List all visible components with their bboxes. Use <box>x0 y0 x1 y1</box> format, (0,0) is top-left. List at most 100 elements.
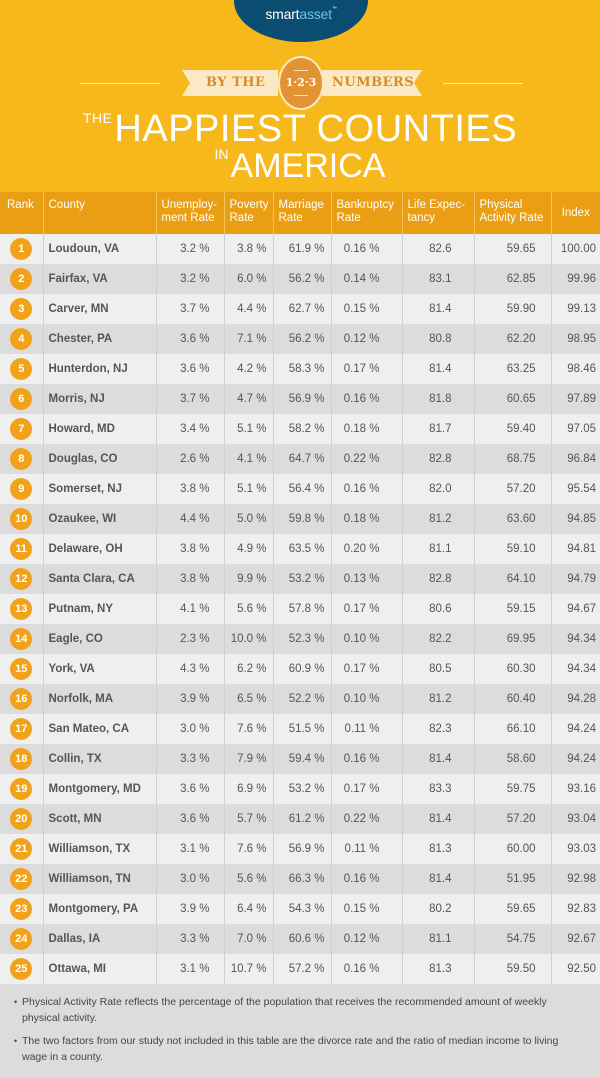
physical-activity-cell: 68.75 <box>473 444 551 474</box>
rank-badge: 25 <box>10 958 33 980</box>
rank-cell: 20 <box>0 804 43 834</box>
rank-cell: 7 <box>0 414 43 444</box>
bankruptcy-cell: 0.16 % <box>330 234 402 264</box>
physical-activity-cell: 69.95 <box>473 624 551 654</box>
poverty-cell: 7.1 % <box>223 324 273 354</box>
rank-badge: 2 <box>10 268 33 290</box>
rank-badge: 15 <box>10 658 33 680</box>
logo-asset: asset <box>299 6 332 22</box>
poverty-cell: 10.0 % <box>223 624 273 654</box>
unemployment-cell: 3.6 % <box>155 354 224 384</box>
poverty-cell: 6.0 % <box>223 264 273 294</box>
physical-activity-cell: 63.60 <box>473 504 551 534</box>
county-cell: Delaware, OH <box>42 534 156 564</box>
table-row: 21 Williamson, TX 3.1 % 7.6 % 56.9 % 0.11 % 81… <box>0 834 600 864</box>
marriage-cell: 63.5 % <box>272 534 331 564</box>
physical-activity-cell: 60.30 <box>473 654 551 684</box>
county-cell: Loudoun, VA <box>42 234 156 264</box>
bankruptcy-cell: 0.12 % <box>330 924 402 954</box>
life-expectancy-cell: 80.6 <box>401 594 474 624</box>
table-row: 9 Somerset, NJ 3.8 % 5.1 % 56.4 % 0.16 % 82.0 5… <box>0 474 600 504</box>
life-expectancy-cell: 80.8 <box>401 324 474 354</box>
poverty-cell: 5.0 % <box>223 504 273 534</box>
physical-activity-cell: 59.65 <box>473 234 551 264</box>
poverty-cell: 4.2 % <box>223 354 273 384</box>
poverty-cell: 7.6 % <box>223 834 273 864</box>
index-cell: 94.34 <box>550 654 600 684</box>
marriage-cell: 60.6 % <box>272 924 331 954</box>
life-expectancy-cell: 82.6 <box>401 234 474 264</box>
rank-cell: 12 <box>0 564 43 594</box>
page-title-line-1: THEHAPPIEST COUNTIES <box>0 108 600 151</box>
ribbon-left: BY THE <box>182 70 278 96</box>
poverty-cell: 4.9 % <box>223 534 273 564</box>
marriage-cell: 56.9 % <box>272 384 331 414</box>
rank-badge: 12 <box>10 568 33 590</box>
table-row: 2 Fairfax, VA 3.2 % 6.0 % 56.2 % 0.14 % 83.1 62… <box>0 264 600 294</box>
life-expectancy-cell: 83.3 <box>401 774 474 804</box>
rank-badge: 18 <box>10 748 33 770</box>
medal-icon: 1·2·3 <box>278 56 324 110</box>
life-expectancy-cell: 82.0 <box>401 474 474 504</box>
unemployment-cell: 3.6 % <box>155 324 224 354</box>
bankruptcy-cell: 0.18 % <box>330 414 402 444</box>
poverty-cell: 4.1 % <box>223 444 273 474</box>
unemployment-cell: 4.3 % <box>155 654 224 684</box>
physical-activity-cell: 60.00 <box>473 834 551 864</box>
table-row: 19 Montgomery, MD 3.6 % 6.9 % 53.2 % 0.17 % 83… <box>0 774 600 804</box>
unemployment-cell: 3.4 % <box>155 414 224 444</box>
poverty-cell: 5.7 % <box>223 804 273 834</box>
rank-badge: 20 <box>10 808 33 830</box>
rank-badge: 6 <box>10 388 33 410</box>
footnotes: Physical Activity Rate reflects the perc… <box>0 984 600 1077</box>
marriage-cell: 60.9 % <box>272 654 331 684</box>
table-row: 20 Scott, MN 3.6 % 5.7 % 61.2 % 0.22 % 81.4 57.… <box>0 804 600 834</box>
physical-activity-cell: 59.50 <box>473 954 551 984</box>
rank-cell: 4 <box>0 324 43 354</box>
poverty-cell: 10.7 % <box>223 954 273 984</box>
table-row: 6 Morris, NJ 3.7 % 4.7 % 56.9 % 0.16 % 81.8 60.… <box>0 384 600 414</box>
unemployment-cell: 2.6 % <box>155 444 224 474</box>
life-expectancy-cell: 81.3 <box>401 954 474 984</box>
bankruptcy-cell: 0.15 % <box>330 294 402 324</box>
rank-badge: 11 <box>10 538 33 560</box>
life-expectancy-cell: 81.4 <box>401 804 474 834</box>
county-cell: Montgomery, MD <box>42 774 156 804</box>
bankruptcy-cell: 0.12 % <box>330 324 402 354</box>
unemployment-cell: 3.8 % <box>155 474 224 504</box>
bankruptcy-cell: 0.22 % <box>330 804 402 834</box>
unemployment-cell: 3.1 % <box>155 834 224 864</box>
life-expectancy-cell: 82.2 <box>401 624 474 654</box>
marriage-cell: 62.7 % <box>272 294 331 324</box>
county-cell: Dallas, IA <box>42 924 156 954</box>
unemployment-cell: 3.2 % <box>155 234 224 264</box>
table-row: 25 Ottawa, MI 3.1 % 10.7 % 57.2 % 0.16 % 81.3 5… <box>0 954 600 984</box>
county-cell: Eagle, CO <box>42 624 156 654</box>
unemployment-cell: 3.8 % <box>155 534 224 564</box>
physical-activity-cell: 59.75 <box>473 774 551 804</box>
marriage-cell: 56.9 % <box>272 834 331 864</box>
county-cell: Howard, MD <box>42 414 156 444</box>
poverty-cell: 5.6 % <box>223 864 273 894</box>
marriage-cell: 56.4 % <box>272 474 331 504</box>
unemployment-cell: 3.0 % <box>155 714 224 744</box>
county-cell: Montgomery, PA <box>42 894 156 924</box>
county-cell: Carver, MN <box>42 294 156 324</box>
index-cell: 98.95 <box>550 324 600 354</box>
rank-cell: 14 <box>0 624 43 654</box>
rank-badge: 8 <box>10 448 33 470</box>
index-cell: 94.81 <box>550 534 600 564</box>
index-cell: 93.16 <box>550 774 600 804</box>
rank-cell: 2 <box>0 264 43 294</box>
rank-cell: 24 <box>0 924 43 954</box>
rank-cell: 10 <box>0 504 43 534</box>
county-cell: Putnam, NY <box>42 594 156 624</box>
table-header-row: Rank County Unemploy-ment Rate Poverty R… <box>0 192 600 234</box>
header-index: Index <box>550 192 600 234</box>
bankruptcy-cell: 0.14 % <box>330 264 402 294</box>
bankruptcy-cell: 0.20 % <box>330 534 402 564</box>
smartasset-logo: smartasset™ <box>234 0 368 42</box>
poverty-cell: 6.2 % <box>223 654 273 684</box>
table-row: 1 Loudoun, VA 3.2 % 3.8 % 61.9 % 0.16 % 82.6 59… <box>0 234 600 264</box>
rankings-table: Rank County Unemploy-ment Rate Poverty R… <box>0 192 600 984</box>
